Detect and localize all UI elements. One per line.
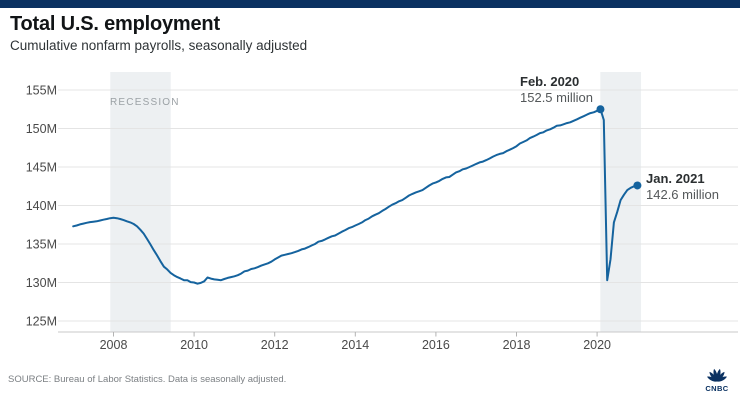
brand-color-bar: [0, 0, 740, 8]
y-axis-label: 125M: [26, 315, 57, 329]
annotation-marker-1: [633, 181, 642, 190]
x-axis-label: 2014: [341, 338, 369, 352]
x-axis-label: 2012: [261, 338, 289, 352]
recession-band: [110, 72, 171, 332]
x-axis-label: 2018: [503, 338, 531, 352]
y-axis-label: 155M: [26, 84, 57, 98]
cnbc-peacock-icon: [707, 368, 727, 382]
annotation-jan-2021-value: 142.6 million: [646, 186, 719, 202]
page-subtitle: Cumulative nonfarm payrolls, seasonally …: [10, 38, 308, 53]
annotation-jan-2021: Jan. 2021 142.6 million: [646, 171, 719, 202]
y-axis-label: 135M: [26, 238, 57, 252]
y-axis-label: 130M: [26, 276, 57, 290]
cnbc-logo: CNBC: [705, 368, 728, 393]
y-axis-label: 150M: [26, 122, 57, 136]
x-axis-label: 2016: [422, 338, 450, 352]
recession-band-label: RECESSION: [110, 97, 180, 108]
y-axis-label: 140M: [26, 199, 57, 213]
employment-series-line: [72, 108, 639, 285]
annotation-jan-2021-date: Jan. 2021: [646, 171, 705, 186]
annotation-marker-0: [596, 105, 605, 114]
x-axis-label: 2020: [583, 338, 611, 352]
x-axis-label: 2010: [180, 338, 208, 352]
page-title: Total U.S. employment: [10, 13, 220, 35]
cnbc-logo-wordmark: CNBC: [705, 384, 728, 393]
y-axis-label: 145M: [26, 161, 57, 175]
source-attribution: SOURCE: Bureau of Labor Statistics. Data…: [8, 374, 287, 385]
annotation-feb-2020-date: Feb. 2020: [520, 74, 580, 89]
x-axis-label: 2008: [100, 338, 128, 352]
annotation-feb-2020: Feb. 2020 152.5 million: [520, 74, 593, 105]
annotation-feb-2020-value: 152.5 million: [520, 89, 593, 105]
